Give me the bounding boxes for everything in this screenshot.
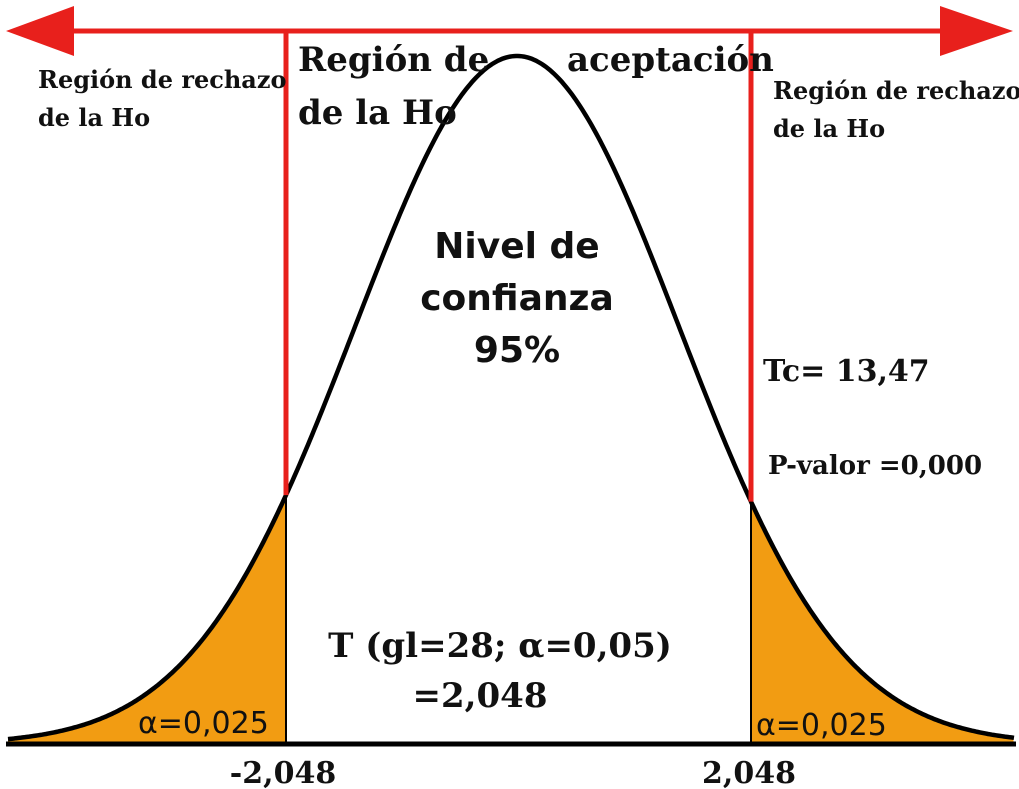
p-value: P-valor =0,000 [768,451,982,481]
alpha-left-label: α=0,025 [138,706,269,741]
left-rejection-label-line2: de la Ho [38,103,150,132]
confidence-label-line1: Nivel de [434,226,599,267]
right-rejection-label-line2: de la Ho [773,114,885,143]
acceptance-label-part1: Región de [298,40,489,80]
bell-curve [7,53,1015,742]
acceptance-label-line2: de la Ho [298,93,457,133]
test-statistic-line1: T (gl=28; α=0,05) [328,626,672,666]
right-rejection-tail [751,501,1014,744]
left-arrowhead-icon [6,6,74,56]
left-rejection-label-line1: Región de rechazo [38,65,287,94]
test-statistic-line2: =2,048 [413,676,548,716]
confidence-label-line3: 95% [474,330,560,371]
right-rejection-label-line1: Región de rechazo [773,76,1019,105]
critical-value-right: 2,048 [702,756,796,789]
critical-value-left: -2,048 [230,756,336,789]
right-arrowhead-icon [940,6,1013,56]
alpha-right-label: α=0,025 [756,708,887,743]
confidence-label-line2: confianza [420,278,614,319]
acceptance-label-part2: aceptación [567,40,774,80]
left-rejection-tail [8,495,286,744]
tc-value: Tc= 13,47 [763,354,930,389]
